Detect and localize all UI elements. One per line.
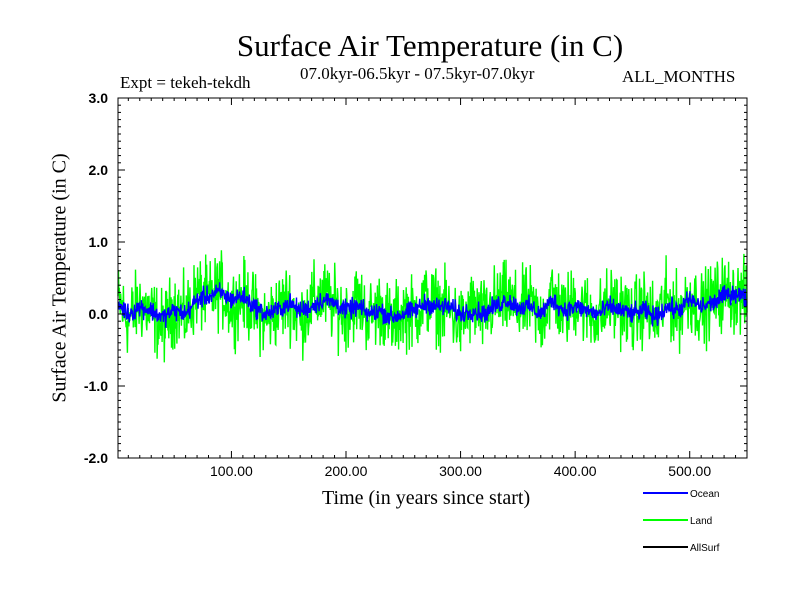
months-label: ALL_MONTHS (622, 67, 736, 86)
legend-label-land: Land (690, 516, 712, 527)
y-tick-label: 2.0 (88, 162, 108, 178)
legend-label-ocean: Ocean (690, 489, 719, 500)
legend-label-allsurf: AllSurf (690, 543, 720, 554)
x-tick-label: 300.00 (439, 463, 482, 479)
y-tick-label: 0.0 (88, 306, 108, 322)
y-tick-label: 1.0 (88, 234, 108, 250)
y-tick-label: 3.0 (88, 90, 108, 106)
y-tick-label: -2.0 (83, 450, 108, 466)
x-tick-label: 500.00 (668, 463, 712, 479)
x-tick-label: 100.00 (210, 463, 253, 479)
x-tick-label: 400.00 (553, 463, 597, 479)
chart-title: Surface Air Temperature (in C) (236, 28, 624, 63)
x-tick-label: 200.00 (324, 463, 368, 479)
series-ocean-line (117, 282, 748, 328)
chart-subtitle: 07.0kyr-06.5kyr - 07.5kyr-07.0kyr (300, 64, 535, 83)
experiment-label: Expt = tekeh-tekdh (120, 73, 251, 92)
y-tick-label: -1.0 (83, 378, 108, 394)
x-axis-label: Time (in years since start) (322, 487, 531, 509)
